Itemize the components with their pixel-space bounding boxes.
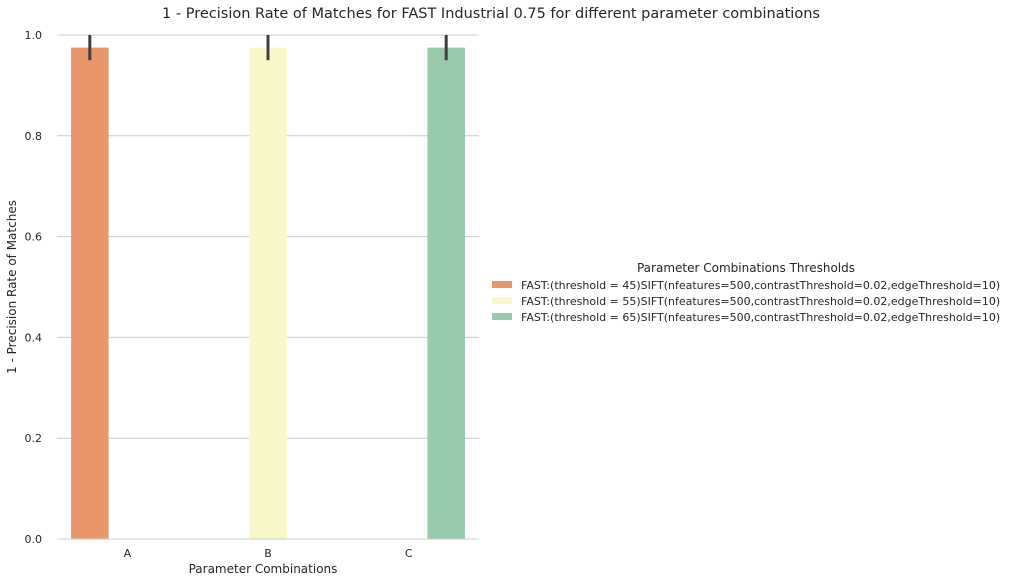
legend-swatch: [492, 313, 512, 320]
x-axis-label: Parameter Combinations: [189, 562, 338, 576]
bars: [71, 47, 465, 539]
legend-swatch: [492, 281, 512, 288]
legend-swatch: [492, 297, 512, 304]
y-tick-label: 0.0: [25, 533, 43, 546]
legend-entry: FAST:(threshold = 55)SIFT(nfeatures=500,…: [521, 295, 1000, 308]
y-tick-label: 0.8: [25, 130, 43, 143]
y-tick-label: 0.6: [25, 231, 43, 244]
legend: Parameter Combinations Thresholds FAST:(…: [492, 261, 1000, 324]
bar: [249, 47, 287, 539]
y-tick-label: 0.4: [25, 331, 43, 344]
legend-entry: FAST:(threshold = 45)SIFT(nfeatures=500,…: [521, 279, 1000, 292]
error-bars: [88, 35, 448, 61]
x-tick-label: B: [264, 547, 272, 560]
x-tick-label: A: [124, 547, 132, 560]
x-ticks: A B C: [124, 547, 413, 560]
x-tick-label: C: [405, 547, 413, 560]
legend-title: Parameter Combinations Thresholds: [637, 261, 855, 275]
chart-title: 1 - Precision Rate of Matches for FAST I…: [162, 6, 820, 22]
y-axis-label: 1 - Precision Rate of Matches: [5, 200, 19, 374]
legend-entry: FAST:(threshold = 65)SIFT(nfeatures=500,…: [521, 311, 1000, 324]
y-ticks: 0.0 0.2 0.4 0.6 0.8 1.0: [25, 29, 43, 546]
legend-items: FAST:(threshold = 45)SIFT(nfeatures=500,…: [492, 279, 1000, 324]
bar: [71, 47, 109, 539]
y-tick-label: 0.2: [25, 432, 43, 445]
y-tick-label: 1.0: [25, 29, 43, 42]
bar: [427, 47, 465, 539]
